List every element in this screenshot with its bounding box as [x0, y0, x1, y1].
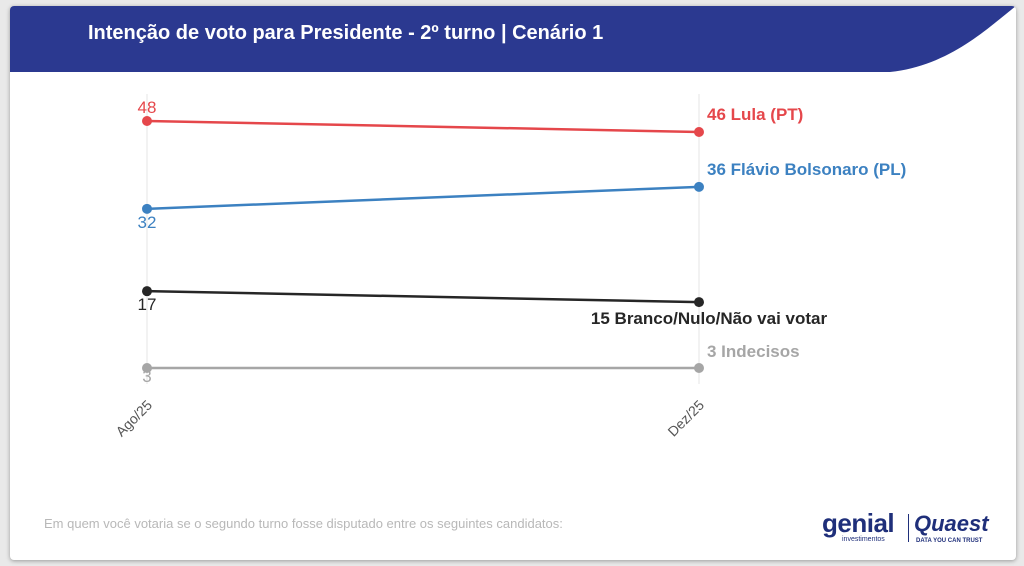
series-end-label: 46 Lula (PT) — [707, 105, 803, 124]
data-point — [142, 286, 152, 297]
data-point — [694, 297, 704, 308]
data-label: 32 — [138, 213, 157, 232]
data-label: 48 — [138, 98, 157, 117]
line-chart: Ago/25 Dez/25 48 46 Lula (PT) 32 36 Flávio Bo… — [112, 94, 906, 440]
data-point — [694, 181, 704, 192]
data-point — [142, 203, 152, 214]
series-line — [146, 185, 700, 211]
quaest-logo: Quaest — [914, 511, 989, 536]
series-line — [146, 289, 700, 304]
data-label: 17 — [138, 295, 157, 314]
brand-logos: genial investimentos Quaest DATA YOU CAN… — [822, 510, 1002, 550]
series-line — [146, 119, 700, 134]
data-point — [142, 116, 152, 126]
data-point — [694, 126, 704, 137]
series-end-label: 15 Branco/Nulo/Não vai votar — [591, 309, 828, 328]
header-band — [10, 6, 1016, 72]
chart-title: Intenção de voto para Presidente - 2º tu… — [88, 22, 604, 44]
x-tick-label: Dez/25 — [664, 397, 707, 440]
data-point — [142, 363, 152, 373]
x-tick-label: Ago/25 — [112, 397, 155, 440]
chart-card: Intenção de voto para Presidente - 2º tu… — [10, 6, 1016, 560]
quaest-logo-subtitle: DATA YOU CAN TRUST — [916, 538, 983, 544]
genial-logo-subtitle: investimentos — [842, 536, 885, 543]
genial-logo: genial — [822, 508, 895, 538]
series-end-label: 3 Indecisos — [707, 342, 800, 361]
data-label: 3 — [142, 367, 151, 386]
question-note: Em quem você votaria se o segundo turno … — [44, 516, 563, 531]
series-end-label: 36 Flávio Bolsonaro (PL) — [707, 160, 906, 179]
logo-divider — [908, 514, 909, 542]
data-point — [694, 363, 704, 373]
